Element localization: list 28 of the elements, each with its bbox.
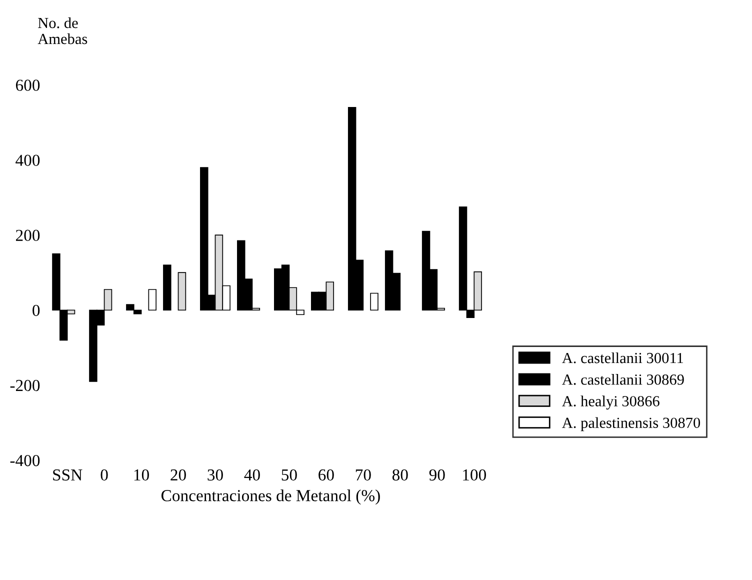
x-tick-label: 50 [282, 469, 297, 481]
legend-label: A. healyi 30866 [562, 396, 660, 410]
y-tick-label: -400 [10, 454, 40, 466]
x-tick-label: 100 [463, 469, 486, 481]
x-tick-label: 40 [244, 469, 260, 481]
x-tick-label: 60 [318, 469, 334, 481]
y-tick-label: 400 [16, 154, 40, 166]
y-tick-label: 600 [16, 80, 40, 91]
x-tick-label: 10 [134, 469, 149, 481]
bar [148, 289, 156, 311]
x-axis-title: Concentraciones de Metanol (%) [161, 490, 380, 505]
x-tick-label: 20 [170, 469, 186, 481]
x-tick-label: SSN [53, 469, 82, 481]
y-tick-label: 0 [32, 304, 40, 316]
x-tick-label: 0 [100, 469, 108, 481]
legend-label: A. palestinensis 30870 [562, 417, 700, 432]
bar [178, 272, 186, 311]
y-axis-title: No. de Amebas [38, 17, 88, 44]
legend-label: A. castellanii 30011 [562, 352, 683, 364]
y-tick-label: 200 [16, 230, 40, 242]
x-tick-label: 80 [392, 469, 408, 481]
x-tick-label: 70 [356, 469, 371, 481]
bar [163, 264, 172, 311]
y-tick-label: -200 [10, 380, 40, 392]
x-tick-label: 90 [429, 469, 445, 481]
bar [370, 292, 378, 311]
legend-label: A. castellanii 30869 [562, 374, 684, 385]
x-tick-label: 30 [208, 469, 223, 481]
